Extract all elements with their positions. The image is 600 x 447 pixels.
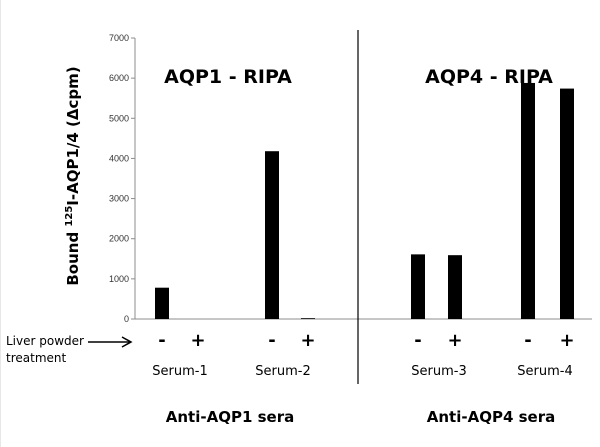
bar (265, 151, 279, 319)
treatment-sign: + (559, 330, 574, 351)
treatment-sign: - (414, 330, 421, 351)
arrow-icon (88, 336, 133, 348)
bar (521, 82, 535, 320)
y-tick-label: 4000 (109, 153, 129, 163)
bar (560, 88, 574, 319)
treatment-sign: - (524, 330, 531, 351)
y-axis-label-superscript: 125 (64, 206, 75, 227)
treatment-sign: + (300, 330, 315, 351)
y-axis: 0 1000 2000 3000 4000 5000 6000 7000 (109, 33, 592, 324)
treatment-sign: + (447, 330, 462, 351)
y-tick-label: 5000 (109, 113, 129, 123)
serum-label-3: Serum-3 (411, 364, 466, 379)
y-tick-label: 3000 (109, 194, 129, 204)
panel-title-aqp4: AQP4 - RIPA (425, 66, 553, 88)
bars (155, 82, 574, 320)
y-tick-label: 0 (124, 314, 129, 324)
serum-label-1: Serum-1 (152, 364, 207, 379)
treatment-sign: - (158, 330, 165, 351)
y-axis-label: Bound 125I-AQP1/4 (Δcpm) (64, 66, 82, 285)
y-tick-label: 7000 (109, 33, 129, 43)
treatment-signs: - + - + - + - + (158, 330, 574, 351)
row-label-line1: Liver powder (6, 334, 84, 348)
group-label-aqp1: Anti-AQP1 sera (166, 408, 294, 426)
bar (448, 255, 462, 319)
bar (411, 254, 425, 319)
panel-title-aqp1: AQP1 - RIPA (164, 66, 292, 88)
y-tick-label: 6000 (109, 73, 129, 83)
y-tick-label: 1000 (109, 274, 129, 284)
y-tick-label: 2000 (109, 234, 129, 244)
bar (155, 287, 169, 319)
y-axis-label-prefix: Bound (64, 227, 82, 286)
treatment-sign: + (190, 330, 205, 351)
row-label-line2: treatment (6, 351, 66, 365)
serum-label-4: Serum-4 (517, 364, 572, 379)
y-axis-label-suffix: I-AQP1/4 (Δcpm) (64, 66, 82, 205)
group-label-aqp4: Anti-AQP4 sera (427, 408, 555, 426)
bar (301, 318, 315, 319)
treatment-sign: - (268, 330, 275, 351)
serum-label-2: Serum-2 (255, 364, 310, 379)
